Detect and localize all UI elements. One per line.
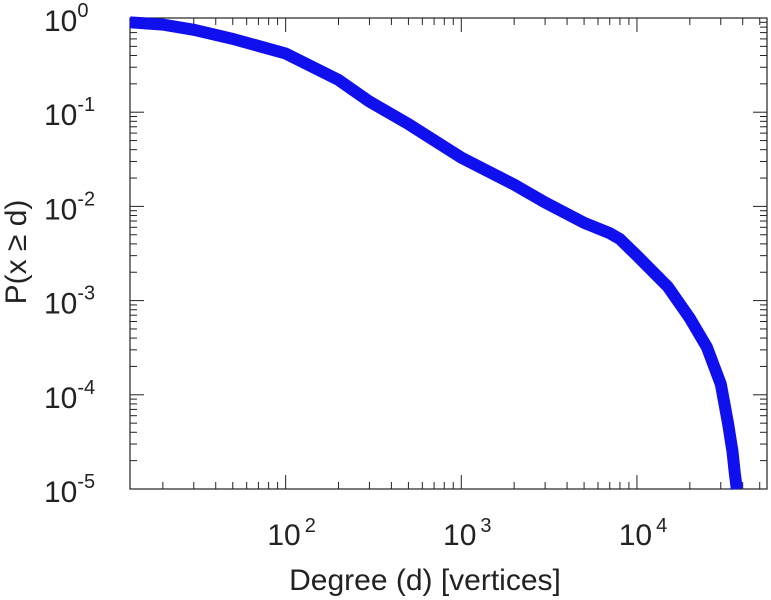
y-axis-label: P(x ≥ d): [0, 200, 33, 305]
y-tick-label: 10-1: [44, 94, 95, 132]
y-tick-label: 10-5: [44, 471, 95, 509]
tick-labels: 10 2 10 3 10 4 100 10-1 10-2 10-3 10-4 10-5: [44, 0, 667, 552]
x-tick-label: 10 3: [443, 515, 492, 552]
ccdf-series-line: [129, 16, 743, 490]
y-tick-label: 10-2: [44, 188, 95, 226]
y-tick-label: 100: [44, 0, 89, 38]
y-tick-label: 10-3: [44, 283, 95, 321]
x-tick-label: 10 2: [267, 515, 316, 552]
y-tick-label: 10-4: [44, 377, 95, 415]
x-tick-label: 10 4: [619, 515, 668, 552]
x-axis-label: Degree (d) [vertices]: [289, 564, 561, 597]
plot-frame: [129, 17, 768, 490]
axis-ticks: [130, 17, 767, 490]
series-layer: [129, 16, 743, 490]
